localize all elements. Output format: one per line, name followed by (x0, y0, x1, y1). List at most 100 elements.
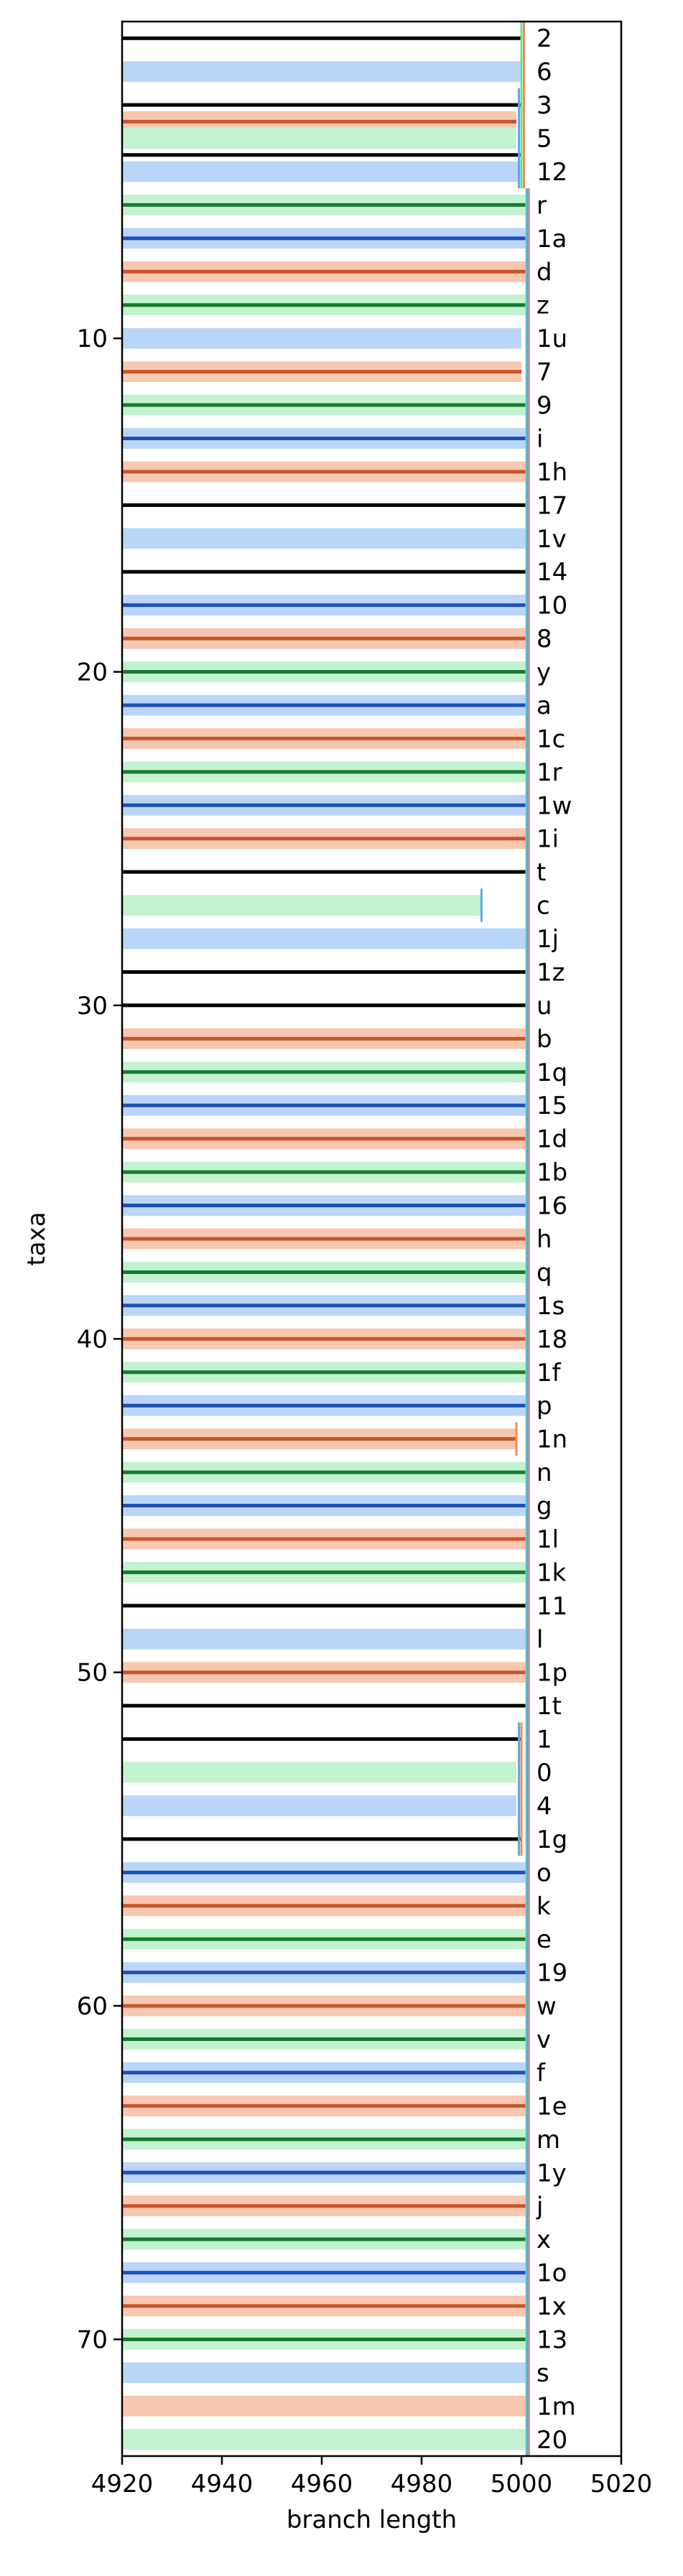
taxon-label-6: 12 (536, 158, 567, 187)
y-tick-label-2: 30 (77, 992, 108, 1020)
taxon-label-57: o (536, 1859, 552, 1887)
taxon-label-37: 16 (536, 1192, 567, 1221)
taxon-label-74: 20 (536, 2426, 567, 2455)
taxon-label-45: n (536, 1459, 552, 1487)
taxon-label-26: 1i (536, 825, 559, 854)
taxon-label-8: 1a (536, 225, 567, 254)
taxon-label-14: i (536, 424, 543, 453)
taxon-band-73 (122, 2395, 526, 2417)
y-tick-label-0: 10 (77, 325, 108, 353)
taxon-label-36: 1b (536, 1158, 567, 1187)
taxon-band-55 (122, 1795, 517, 1816)
taxon-label-58: k (536, 1892, 551, 1921)
taxon-label-43: p (536, 1392, 552, 1420)
taxon-label-34: 15 (536, 1092, 567, 1120)
taxon-label-35: 1d (536, 1125, 567, 1154)
y-tick-label-5: 60 (77, 1992, 108, 2021)
taxon-label-71: 13 (536, 2325, 567, 2354)
taxon-band-29 (122, 928, 526, 949)
taxon-label-2: 3 (536, 91, 552, 120)
taxon-label-49: 11 (536, 1592, 567, 1621)
taxon-label-40: 1s (536, 1292, 564, 1321)
x-tick-label-1: 4940 (191, 2470, 254, 2498)
taxon-band-1 (122, 61, 521, 83)
x-tick-label-3: 4980 (391, 2470, 453, 2498)
taxa-labels: 263512r1adz1u79i1h171v14108ya1c1r1w1itc1… (536, 24, 576, 2455)
taxon-label-50: l (536, 1625, 543, 1654)
y-axis-title: taxa (22, 1212, 51, 1265)
vertical-lines-layer (480, 22, 530, 2456)
taxon-label-47: 1l (536, 1525, 559, 1554)
y-tick-label-4: 50 (77, 1659, 108, 1688)
taxon-label-44: 1n (536, 1426, 567, 1454)
taxon-label-69: 1o (536, 2259, 567, 2288)
taxon-label-27: t (536, 858, 546, 887)
taxon-label-28: c (536, 892, 550, 921)
taxon-label-1: 6 (536, 58, 552, 87)
taxon-label-55: 4 (536, 1792, 552, 1821)
taxon-label-7: r (536, 191, 547, 220)
taxon-label-21: y (536, 659, 551, 687)
taxon-label-15: 1h (536, 458, 567, 487)
x-tick-label-2: 4960 (291, 2470, 353, 2498)
taxon-label-22: a (536, 692, 552, 720)
taxon-label-41: 18 (536, 1325, 567, 1354)
taxon-label-73: 1m (536, 2392, 576, 2421)
taxon-label-72: s (536, 2359, 549, 2388)
taxon-band-4 (122, 128, 517, 149)
taxon-label-18: 14 (536, 558, 567, 587)
x-tick-label-5: 5020 (590, 2470, 653, 2498)
taxon-label-56: 1g (536, 1826, 567, 1854)
taxon-label-64: 1e (536, 2092, 567, 2121)
taxon-band-28 (122, 895, 482, 916)
taxon-band-72 (122, 2362, 526, 2384)
taxon-label-65: m (536, 2126, 560, 2154)
bars-layer (122, 36, 526, 2450)
taxon-band-6 (122, 161, 521, 182)
y-tick-label-6: 70 (77, 2325, 108, 2354)
taxon-label-30: 1z (536, 958, 564, 987)
taxon-band-50 (122, 1628, 526, 1650)
taxon-band-74 (122, 2429, 526, 2450)
taxon-label-54: 0 (536, 1759, 552, 1787)
taxon-label-24: 1r (536, 758, 562, 787)
taxon-label-62: v (536, 2026, 551, 2055)
taxon-label-59: e (536, 1925, 552, 1954)
taxon-label-53: 1 (536, 1726, 552, 1754)
taxon-label-20: 8 (536, 625, 552, 654)
taxon-label-66: 1y (536, 2159, 567, 2187)
taxon-label-51: 1p (536, 1659, 567, 1688)
taxon-label-70: 1x (536, 2292, 567, 2321)
taxon-label-42: 1f (536, 1359, 562, 1387)
taxon-label-0: 2 (536, 24, 552, 53)
taxon-label-13: 9 (536, 391, 552, 420)
taxon-label-23: 1c (536, 725, 565, 753)
x-axis-title: branch length (287, 2506, 457, 2534)
plot-frame (121, 20, 623, 2458)
y-tick-label-3: 40 (77, 1325, 108, 1354)
taxon-label-12: 7 (536, 358, 552, 387)
taxon-label-52: 1t (536, 1692, 562, 1721)
taxon-band-11 (122, 327, 521, 349)
taxon-band-17 (122, 528, 526, 549)
taxon-label-31: u (536, 992, 552, 1020)
taxon-label-61: w (536, 1992, 557, 2021)
taxon-label-39: q (536, 1258, 552, 1287)
x-axis: 4920 4940 4960 4980 5000 5020 (91, 2456, 653, 2498)
taxon-label-33: 1q (536, 1059, 567, 1087)
taxon-label-19: 10 (536, 592, 567, 620)
taxon-band-54 (122, 1762, 517, 1783)
taxon-label-11: 1u (536, 325, 567, 353)
x-tick-label-0: 4920 (91, 2470, 154, 2498)
taxon-label-9: d (536, 258, 552, 287)
taxon-label-25: 1w (536, 791, 572, 820)
taxon-label-29: 1j (536, 925, 559, 954)
taxon-label-63: f (536, 2059, 546, 2088)
taxon-label-48: 1k (536, 1558, 567, 1587)
taxon-label-67: j (536, 2193, 543, 2221)
taxon-label-32: b (536, 1025, 552, 1054)
taxon-label-60: 19 (536, 1959, 567, 1988)
taxon-label-46: g (536, 1492, 552, 1521)
